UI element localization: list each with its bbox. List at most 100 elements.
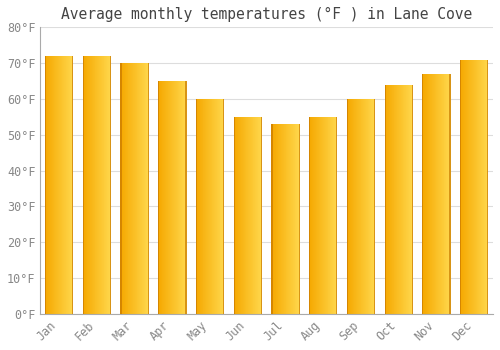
Bar — [272, 124, 273, 314]
Bar — [109, 56, 110, 314]
Bar — [54, 56, 55, 314]
Bar — [390, 85, 391, 314]
Bar — [367, 99, 368, 314]
Bar — [299, 124, 300, 314]
Bar — [167, 81, 168, 314]
Bar — [246, 117, 247, 314]
Bar — [290, 124, 291, 314]
Bar — [206, 99, 207, 314]
Bar — [448, 74, 449, 314]
Bar — [439, 74, 440, 314]
Bar — [465, 60, 466, 314]
Bar — [182, 81, 183, 314]
Bar — [397, 85, 398, 314]
Bar — [249, 117, 250, 314]
Bar — [124, 63, 125, 314]
Bar — [282, 124, 283, 314]
Bar — [128, 63, 129, 314]
Bar — [431, 74, 432, 314]
Bar — [68, 56, 69, 314]
Bar — [248, 117, 249, 314]
Bar — [236, 117, 237, 314]
Bar — [178, 81, 179, 314]
Bar — [369, 99, 370, 314]
Bar — [470, 60, 471, 314]
Bar — [120, 63, 121, 314]
Bar — [146, 63, 147, 314]
Bar — [434, 74, 435, 314]
Bar — [435, 74, 436, 314]
Bar — [249, 117, 250, 314]
Bar — [317, 117, 318, 314]
Bar — [240, 117, 242, 314]
Bar — [374, 99, 375, 314]
Bar — [223, 99, 224, 314]
Bar — [477, 60, 478, 314]
Bar — [254, 117, 255, 314]
Bar — [184, 81, 185, 314]
Bar — [406, 85, 407, 314]
Bar — [163, 81, 164, 314]
Bar — [480, 60, 481, 314]
Bar — [276, 124, 277, 314]
Bar — [364, 99, 365, 314]
Bar — [279, 124, 280, 314]
Bar — [255, 117, 256, 314]
Bar — [251, 117, 252, 314]
Bar — [355, 99, 356, 314]
Bar — [353, 99, 354, 314]
Bar — [202, 99, 203, 314]
Bar — [296, 124, 297, 314]
Bar — [173, 81, 174, 314]
Bar — [325, 117, 326, 314]
Bar — [288, 124, 289, 314]
Bar — [482, 60, 483, 314]
Bar — [142, 63, 143, 314]
Bar — [412, 85, 413, 314]
Bar — [427, 74, 428, 314]
Bar — [59, 56, 60, 314]
Bar — [90, 56, 91, 314]
Bar — [447, 74, 448, 314]
Bar — [440, 74, 441, 314]
Bar — [337, 117, 338, 314]
Bar — [463, 60, 464, 314]
Bar — [132, 63, 133, 314]
Bar — [223, 99, 224, 314]
Bar — [50, 56, 51, 314]
Bar — [49, 56, 50, 314]
Bar — [361, 99, 362, 314]
Bar — [261, 117, 262, 314]
Bar — [107, 56, 108, 314]
Bar — [135, 63, 136, 314]
Bar — [204, 99, 205, 314]
Bar — [58, 56, 59, 314]
Bar — [177, 81, 178, 314]
Bar — [351, 99, 352, 314]
Bar — [85, 56, 86, 314]
Bar — [446, 74, 447, 314]
Bar — [144, 63, 145, 314]
Bar — [407, 85, 408, 314]
Bar — [95, 56, 96, 314]
Bar — [368, 99, 369, 314]
Bar — [424, 74, 425, 314]
Bar — [110, 56, 111, 314]
Bar — [422, 74, 424, 314]
Bar — [245, 117, 246, 314]
Bar — [60, 56, 61, 314]
Bar — [217, 99, 218, 314]
Bar — [210, 99, 211, 314]
Bar — [103, 56, 104, 314]
Bar — [72, 56, 73, 314]
Bar — [487, 60, 488, 314]
Bar — [45, 56, 46, 314]
Bar — [349, 99, 350, 314]
Bar — [209, 99, 210, 314]
Bar — [486, 60, 487, 314]
Bar — [479, 60, 480, 314]
Bar — [311, 117, 312, 314]
Bar — [181, 81, 182, 314]
Bar — [234, 117, 235, 314]
Bar — [201, 99, 202, 314]
